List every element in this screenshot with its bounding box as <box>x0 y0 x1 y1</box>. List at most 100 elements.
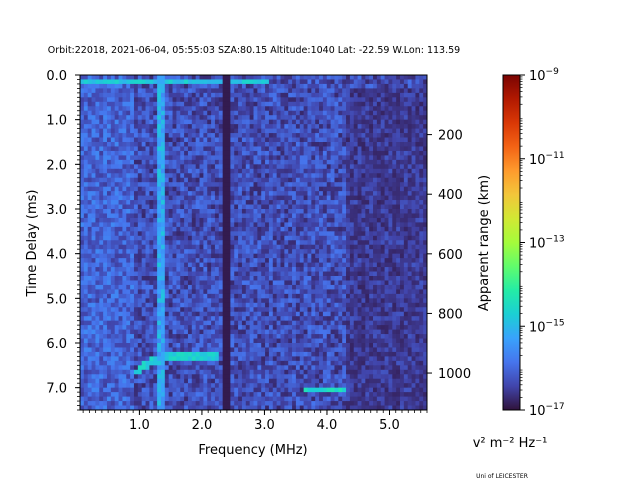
heatmap-cell <box>299 92 305 98</box>
heatmap-cell <box>207 155 212 161</box>
heatmap-cell <box>241 213 247 219</box>
heatmap-cell <box>376 200 382 205</box>
heatmap-cell <box>423 75 428 80</box>
heatmap-cell <box>319 284 324 290</box>
heatmap-cell <box>388 226 393 232</box>
heatmap-cell <box>172 133 177 138</box>
heatmap-cell <box>253 88 258 94</box>
heatmap-cell <box>338 191 343 196</box>
heatmap-cell <box>218 177 224 183</box>
heatmap-cell <box>400 200 405 205</box>
heatmap-cell <box>149 173 154 179</box>
heatmap-cell <box>103 293 108 299</box>
heatmap-cell <box>284 110 289 116</box>
heatmap-cell <box>245 262 251 268</box>
heatmap-cell <box>157 150 162 156</box>
heatmap-cell <box>157 316 162 322</box>
heatmap-cell <box>238 320 243 326</box>
heatmap-cell <box>157 124 162 129</box>
heatmap-cell <box>353 298 358 304</box>
heatmap-cell <box>157 191 162 196</box>
heatmap-cell <box>415 133 420 138</box>
heatmap-cell <box>234 217 239 223</box>
heatmap-cell <box>357 137 362 143</box>
heatmap-cell <box>288 253 293 259</box>
heatmap-cell <box>403 186 409 192</box>
heatmap-cell <box>319 128 324 134</box>
heatmap-cell <box>419 186 424 192</box>
heatmap-cell <box>203 262 208 268</box>
heatmap-cell <box>218 271 224 277</box>
heatmap-cell <box>330 249 335 255</box>
heatmap-cell <box>203 284 208 290</box>
heatmap-cell <box>307 235 312 241</box>
heatmap-cell <box>349 302 355 308</box>
heatmap-cell <box>133 204 139 210</box>
heatmap-cell <box>164 106 170 112</box>
heatmap-cell <box>234 311 239 317</box>
heatmap-cell <box>91 177 96 183</box>
heatmap-cell <box>191 97 197 103</box>
heatmap-cell <box>407 137 412 143</box>
heatmap-cell <box>249 119 254 125</box>
heatmap-cell <box>403 124 409 129</box>
heatmap-cell <box>311 115 316 121</box>
heatmap-cell <box>265 258 270 263</box>
heatmap-cell <box>149 115 154 121</box>
heatmap-cell <box>361 271 366 277</box>
heatmap-cell <box>203 97 208 103</box>
heatmap-cell <box>234 79 239 85</box>
heatmap-cell <box>284 262 289 268</box>
heatmap-cell <box>268 79 274 85</box>
heatmap-cell <box>160 262 166 268</box>
heatmap-cell <box>222 101 227 107</box>
heatmap-cell <box>419 307 424 313</box>
heatmap-cell <box>118 142 123 147</box>
heatmap-cell <box>203 280 208 286</box>
heatmap-cell <box>342 249 347 255</box>
heatmap-cell <box>87 124 92 129</box>
heatmap-cell <box>199 97 204 103</box>
heatmap-cell <box>284 115 289 121</box>
heatmap-cell <box>230 258 235 263</box>
heatmap-cell <box>80 293 85 299</box>
heatmap-cell <box>87 150 92 156</box>
heatmap-cell <box>268 293 274 299</box>
heatmap-cell <box>245 92 251 98</box>
heatmap-cell <box>145 262 150 268</box>
heatmap-cell <box>280 128 285 134</box>
heatmap-cell <box>257 128 262 134</box>
heatmap-cell <box>234 195 239 201</box>
heatmap-cell <box>280 231 285 237</box>
heatmap-cell <box>226 137 231 143</box>
heatmap-cell <box>392 88 397 94</box>
heatmap-cell <box>103 155 108 161</box>
heatmap-cell <box>241 276 247 281</box>
heatmap-cell <box>295 137 301 143</box>
heatmap-cell <box>334 137 339 143</box>
heatmap-cell <box>265 213 270 219</box>
heatmap-cell <box>153 298 158 304</box>
heatmap-cell <box>153 164 158 170</box>
heatmap-cell <box>292 186 297 192</box>
heatmap-cell <box>253 284 258 290</box>
heatmap-cell <box>369 298 374 304</box>
heatmap-cell <box>257 253 262 259</box>
heatmap-cell <box>137 133 143 138</box>
heatmap-cell <box>241 293 247 299</box>
heatmap-cell <box>388 231 393 237</box>
heatmap-cell <box>292 222 297 228</box>
heatmap-cell <box>346 280 351 286</box>
heatmap-cell <box>311 289 316 295</box>
heatmap-cell <box>234 280 239 286</box>
heatmap-cell <box>380 249 385 255</box>
heatmap-cell <box>187 164 193 170</box>
heatmap-cell <box>330 150 335 156</box>
heatmap-cell <box>342 311 347 317</box>
heatmap-cell <box>238 195 243 201</box>
heatmap-cell <box>241 235 247 241</box>
heatmap-cell <box>403 235 409 241</box>
heatmap-cell <box>207 226 212 232</box>
heatmap-cell <box>222 92 227 98</box>
heatmap-cell <box>118 83 123 89</box>
